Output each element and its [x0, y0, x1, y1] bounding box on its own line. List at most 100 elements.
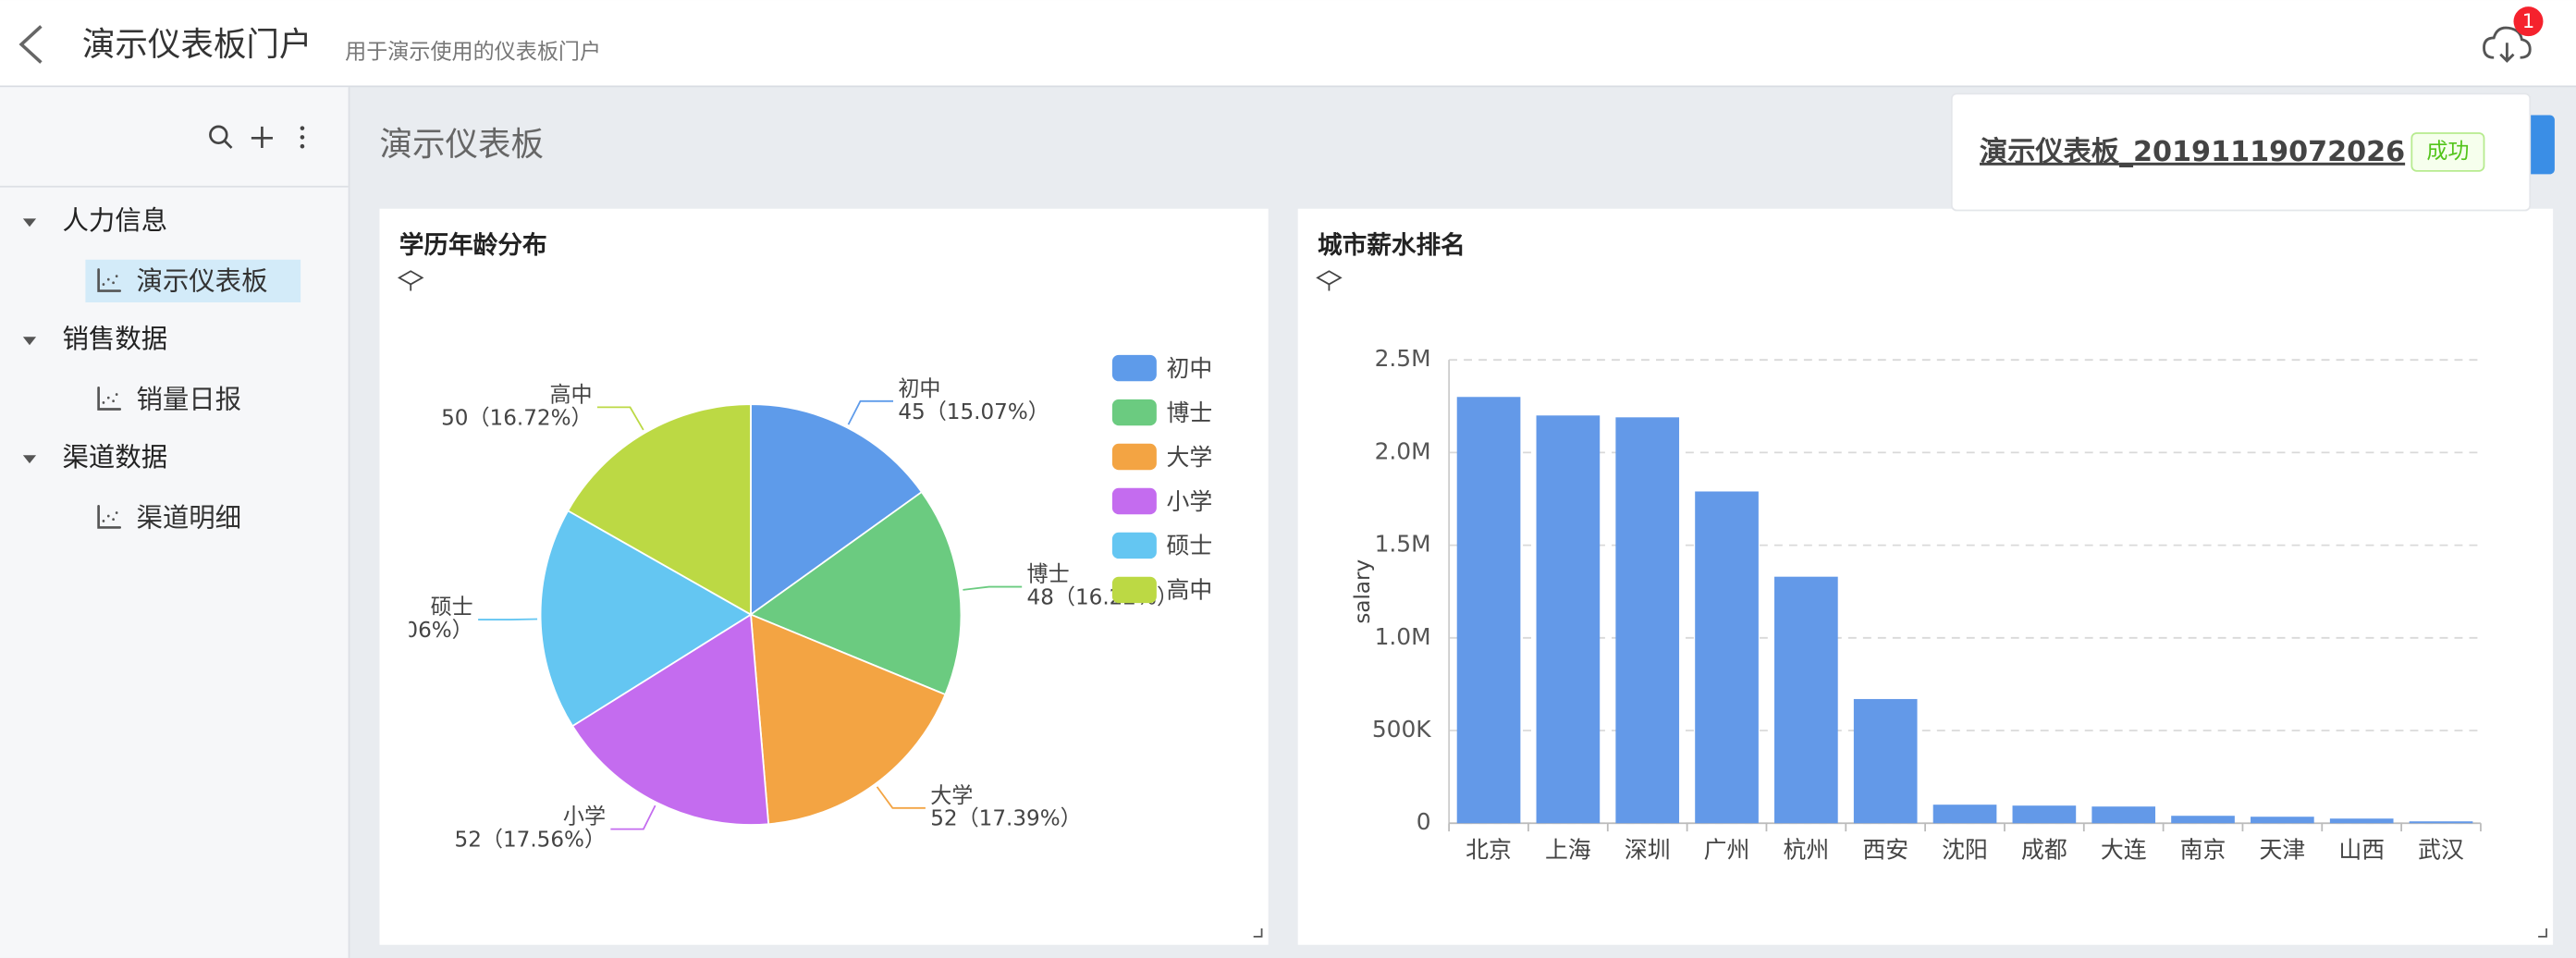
y-axis-label: salary	[1351, 559, 1375, 624]
dashboard-icon	[97, 387, 122, 411]
group-label: 销售数据	[63, 324, 168, 354]
x-tick-label: 大连	[2101, 836, 2147, 863]
chart-title: 学历年龄分布	[399, 231, 547, 260]
bar	[2409, 821, 2473, 824]
x-tick-label: 沈阳	[1942, 836, 1988, 863]
add-icon[interactable]	[251, 126, 273, 148]
slice-name: 高中	[549, 383, 592, 407]
slice-value-label: 52（17.39%）	[930, 807, 1082, 831]
bar	[1932, 804, 1997, 824]
y-tick-label: 1.0M	[1375, 623, 1431, 650]
bar	[1774, 576, 1838, 824]
caret	[22, 337, 37, 346]
slice-value-label: 51（17.06%）	[322, 619, 473, 643]
selected-item	[85, 259, 301, 302]
chart-icon[interactable]	[1316, 270, 1343, 291]
legend-label: 初中	[1167, 355, 1213, 382]
bar	[2171, 816, 2235, 824]
resize-handle[interactable]	[1253, 927, 1263, 938]
caret	[22, 218, 37, 227]
bar	[2251, 817, 2314, 824]
download-icon[interactable]	[2483, 26, 2532, 63]
label-line	[876, 786, 926, 809]
slice-value-label: 52（17.56%）	[455, 829, 607, 853]
caret	[22, 455, 37, 464]
group-label: 渠道数据	[63, 442, 168, 473]
bar	[1615, 417, 1680, 824]
badge	[2513, 6, 2544, 37]
legend-label: 大学	[1167, 444, 1213, 471]
bar	[2091, 806, 2156, 824]
slice-name: 博士	[1027, 563, 1070, 587]
legend-swatch	[1111, 487, 1157, 515]
tree-item[interactable]: 销量日报	[136, 385, 241, 415]
sidebar	[0, 87, 349, 958]
portal-title: 演示仪表板门户	[82, 26, 313, 64]
slice-name: 大学	[930, 784, 973, 808]
legend-label: 小学	[1167, 488, 1213, 515]
chart-icon[interactable]	[397, 270, 424, 291]
legend-swatch	[1111, 532, 1157, 559]
chart-title: 城市薪水排名	[1318, 231, 1466, 260]
more-icon[interactable]	[300, 126, 305, 149]
pie-slice	[567, 403, 752, 617]
x-tick-label: 西安	[1862, 836, 1908, 863]
legend-label: 博士	[1167, 399, 1213, 426]
bar	[1853, 698, 1918, 824]
x-tick-label: 天津	[2259, 836, 2305, 863]
y-tick-label: 0	[1417, 808, 1431, 835]
resize-handle[interactable]	[2538, 927, 2547, 938]
back-button[interactable]	[18, 25, 43, 64]
label-line	[847, 399, 894, 425]
notification-file[interactable]: 演示仪表板_20191119072026	[1980, 136, 2405, 168]
y-tick-label: 2.0M	[1375, 437, 1431, 464]
status-tag	[2410, 132, 2485, 172]
slice-value-label: 45（15.07%）	[898, 400, 1049, 424]
pie-slice	[749, 490, 963, 696]
dashboard-icon	[97, 268, 122, 292]
slice-value-label: 50（16.72%）	[441, 406, 593, 430]
search-icon[interactable]	[209, 125, 233, 149]
tree-item[interactable]: 演示仪表板	[136, 266, 267, 297]
pie-slice	[750, 403, 924, 617]
x-tick-label: 上海	[1545, 836, 1591, 863]
pie-slice	[749, 613, 947, 826]
bar	[1536, 415, 1601, 824]
x-tick-label: 杭州	[1784, 836, 1830, 863]
label-line	[963, 585, 1023, 591]
slice-name: 硕士	[431, 596, 473, 620]
header	[0, 0, 2576, 86]
legend-swatch	[1111, 443, 1157, 471]
dashboard-icon	[97, 504, 122, 529]
legend-swatch	[1111, 354, 1157, 382]
portal-subtitle: 用于演示使用的仪表板门户	[345, 40, 601, 64]
x-tick-label: 山西	[2338, 836, 2385, 863]
label-line	[610, 804, 656, 830]
notification-popup	[1950, 92, 2532, 212]
dashboard-title: 演示仪表板	[379, 126, 544, 164]
x-tick-label: 深圳	[1625, 836, 1671, 863]
badge-count: 1	[2522, 10, 2535, 33]
x-tick-label: 武汉	[2418, 836, 2464, 863]
legend-label: 硕士	[1167, 533, 1213, 559]
legend-label: 高中	[1167, 577, 1213, 604]
x-tick-label: 北京	[1466, 836, 1512, 863]
bar	[1695, 491, 1759, 824]
legend-swatch	[1111, 399, 1157, 426]
slice-name: 初中	[898, 377, 940, 401]
slice-name: 小学	[563, 805, 606, 829]
pie-slice	[539, 510, 753, 728]
label-line	[596, 406, 644, 431]
group-label: 人力信息	[63, 205, 168, 236]
y-tick-label: 1.5M	[1375, 531, 1431, 558]
legend-swatch	[1111, 576, 1157, 604]
x-tick-label: 广州	[1704, 836, 1750, 863]
bar	[1456, 397, 1521, 824]
y-tick-label: 500K	[1372, 716, 1431, 743]
bar	[2012, 805, 2077, 824]
tree-item[interactable]: 渠道明细	[136, 503, 241, 534]
y-tick-label: 2.5M	[1375, 345, 1431, 372]
bar	[2329, 818, 2394, 824]
